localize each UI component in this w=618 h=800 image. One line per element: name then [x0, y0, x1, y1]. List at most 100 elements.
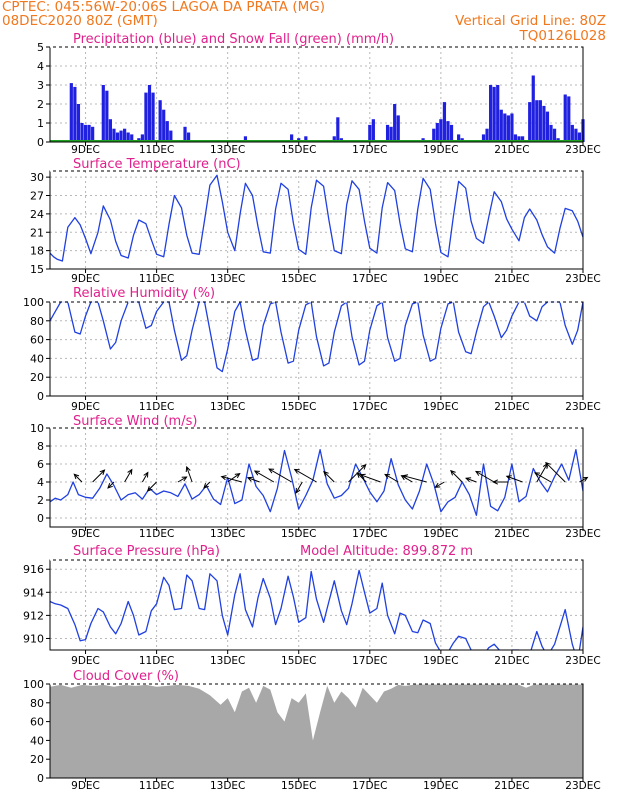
wind-xtick-label: 13DEC [210, 528, 245, 540]
precip-bar [123, 128, 127, 142]
precip-bar [531, 75, 535, 142]
precip-bar [371, 119, 375, 142]
wind-arrow [492, 479, 509, 485]
pressure-title: Surface Pressure (hPa) [73, 544, 220, 559]
cloud-xtick-label: 11DEC [139, 780, 174, 792]
wind-arrow [474, 470, 495, 483]
wind-arrow [505, 475, 523, 483]
precip-bar [165, 121, 169, 142]
precip-bar [112, 128, 116, 142]
wind-ytick-label: 0 [37, 512, 44, 525]
rh-ytick-label: 60 [30, 334, 44, 347]
precip-bar [574, 128, 578, 142]
precip-bar [147, 85, 152, 142]
wind-arrow [401, 474, 427, 483]
precip-bar [528, 102, 532, 142]
precip-bar [130, 134, 134, 142]
wind-arrow-shaft [360, 474, 381, 483]
wind-arrow [323, 470, 335, 483]
wind-arrow [177, 476, 188, 483]
cloud-xtick-label: 15DEC [281, 780, 316, 792]
precip-bar [389, 126, 393, 142]
humidity-line [49, 301, 584, 373]
precip-ytick-label: 0 [37, 136, 44, 149]
precip-bar [577, 132, 582, 142]
cloud-ytick-label: 100 [23, 678, 44, 691]
precip-bar [432, 128, 436, 142]
precip-bar [151, 92, 155, 142]
wind-ytick-label: 4 [37, 476, 44, 489]
precip-bar [76, 104, 81, 142]
precip-bar [105, 90, 109, 142]
precip-bar [158, 100, 162, 142]
temperature-line [49, 174, 584, 262]
wind-arrow [203, 481, 211, 489]
wind-arrow [268, 468, 292, 483]
precip-xtick-label: 15DEC [281, 144, 316, 156]
precip-bar [396, 115, 400, 142]
precip-bar [503, 113, 507, 142]
precip-series [50, 75, 585, 142]
rh-panel: 0 20 40 60 80 100 9DEC 11DEC 13DEC 15DEC 17DEC 19DE… [23, 286, 601, 413]
wind-arrow [450, 469, 463, 483]
wind-arrow [185, 465, 193, 483]
precip-bar [290, 134, 294, 142]
rh-xtick-label: 11DEC [139, 401, 174, 413]
temp-ytick-label: 24 [30, 208, 44, 221]
rh-xtick-label: 23DEC [565, 401, 600, 413]
wind-arrow-head [143, 471, 149, 478]
precip-xtick-label: 17DEC [352, 144, 387, 156]
cloud-xtick-label: 9DEC [71, 780, 100, 792]
header-grid-info: Vertical Grid Line: 80Z [455, 13, 606, 29]
pressure-ytick-label: 912 [23, 609, 44, 622]
wind-arrow-head [234, 472, 241, 479]
wind-arrow [465, 477, 477, 483]
wind-arrow-shaft [536, 463, 548, 483]
precip-bar [144, 92, 148, 142]
rh-ytick-label: 40 [30, 352, 44, 365]
precip-bar [435, 123, 439, 142]
wind-xtick-label: 19DEC [423, 528, 458, 540]
pressure-line [50, 569, 583, 650]
rh-ytick-label: 100 [23, 296, 44, 309]
wind-arrow [227, 472, 241, 483]
rh-xtick-label: 19DEC [423, 401, 458, 413]
wind-arrow [356, 472, 367, 483]
pressure-ytick-label: 916 [23, 563, 44, 576]
rh-xtick-label: 9DEC [71, 401, 100, 413]
wind-arrow-head [295, 487, 301, 494]
wind-arrow-shaft [435, 481, 445, 488]
pressure-xtick-label: 19DEC [423, 655, 458, 667]
wind-arrow-shaft [73, 473, 83, 483]
wind-arrow [92, 469, 106, 483]
precip-bar [542, 105, 546, 142]
chart-header: CPTEC: 045:56W-20:06S LAGOA DA PRATA (MG… [0, 0, 618, 46]
wind-arrow-shaft [506, 475, 523, 483]
cloud-ytick-label: 20 [30, 753, 44, 766]
wind-arrow-head [73, 473, 80, 480]
temp-xtick-label: 11DEC [139, 273, 174, 285]
rh-xtick-label: 13DEC [210, 401, 245, 413]
wind-xtick-label: 9DEC [71, 528, 100, 540]
temp-xtick-label: 17DEC [352, 273, 387, 285]
precip-bar [496, 85, 500, 142]
temp-xtick-label: 21DEC [494, 273, 529, 285]
precip-bar [563, 94, 567, 142]
wind-arrow-head [450, 469, 456, 476]
wind-arrow-shaft [92, 469, 105, 483]
wind-arrow [141, 471, 149, 483]
precip-bar [442, 102, 447, 142]
rh-xtick-label: 21DEC [494, 401, 529, 413]
precip-bar [481, 134, 486, 142]
wind-arrow-head [505, 475, 512, 481]
precip-xtick-label: 13DEC [210, 144, 245, 156]
rh-series [49, 301, 584, 373]
pressure-xtick-label: 15DEC [281, 655, 316, 667]
precip-bar [492, 86, 496, 142]
wind-arrow-head [360, 463, 367, 470]
wind-arrow-shaft [294, 468, 317, 483]
precip-xtick-label: 11DEC [139, 144, 174, 156]
precip-title: Precipitation (blue) and Snow Fall (gree… [73, 32, 394, 47]
wind-arrow-shaft [268, 468, 292, 483]
wind-arrow [73, 473, 83, 483]
